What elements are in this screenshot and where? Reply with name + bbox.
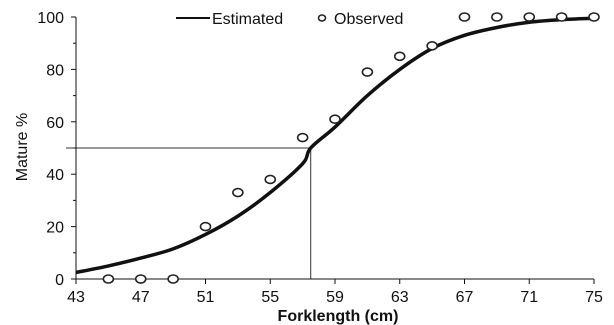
observed-point [232, 187, 244, 198]
y-tick-label: 20 [46, 220, 64, 237]
y-tick-label: 80 [46, 62, 64, 79]
x-axis-label: Forklength (cm) [278, 308, 399, 325]
observed-point [199, 221, 212, 232]
y-tick-label: 100 [37, 10, 64, 27]
y-tick-label: 60 [46, 115, 64, 132]
x-tick-label: 43 [67, 289, 85, 306]
legend-observed-swatch [317, 14, 327, 22]
estimated-curve-layer [75, 16, 595, 275]
observed-point [134, 274, 147, 284]
x-tick-label: 55 [261, 289, 279, 306]
legend-estimated-label: Estimated [212, 11, 283, 28]
observed-point [588, 12, 600, 22]
observed-point [167, 274, 179, 284]
observed-point [426, 41, 438, 51]
y-tick-label: 40 [46, 167, 64, 184]
reference-lines [66, 147, 312, 279]
y-tick-label: 0 [55, 272, 64, 289]
estimated-curve [75, 16, 595, 275]
x-tick-label: 75 [585, 289, 603, 306]
axes [71, 16, 595, 284]
legend: Estimated Observed [176, 11, 403, 28]
y-axis-label: Mature % [14, 113, 31, 181]
observed-point [329, 114, 341, 124]
x-tick-label: 59 [326, 289, 344, 306]
observed-point [361, 67, 374, 77]
legend-observed-label: Observed [334, 11, 403, 28]
observed-point [264, 174, 277, 185]
x-tick-label: 51 [197, 289, 215, 306]
observed-point [523, 12, 536, 22]
observed-point [102, 274, 115, 284]
observed-point [296, 132, 309, 143]
x-tick-label: 71 [520, 289, 538, 306]
observed-points-layer [102, 12, 600, 284]
observed-point [458, 12, 471, 22]
observed-point [393, 51, 406, 62]
tick-labels: 0 20 40 60 80 100 43 47 51 55 59 63 67 71 75 [37, 10, 603, 306]
observed-point [491, 12, 503, 22]
x-tick-label: 67 [456, 289, 474, 306]
observed-point [555, 12, 568, 22]
x-tick-label: 63 [391, 289, 409, 306]
x-tick-label: 47 [132, 289, 150, 306]
